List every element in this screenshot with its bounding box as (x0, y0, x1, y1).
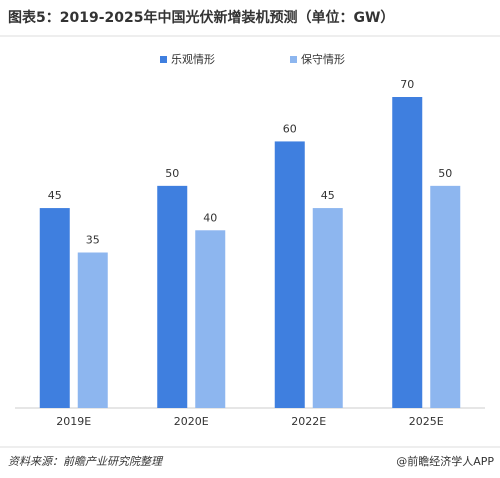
value-label: 50 (165, 167, 179, 180)
x-tick-label: 2022E (291, 415, 326, 428)
chart-title: 图表5：2019-2025年中国光伏新增装机预测（单位：GW） (8, 9, 394, 26)
x-tick-label: 2019E (56, 415, 91, 428)
value-label: 45 (48, 189, 62, 202)
legend-label: 保守情形 (301, 52, 345, 66)
legend-swatch (160, 56, 167, 63)
credit: @前瞻经济学人APP (396, 454, 494, 468)
bar (274, 141, 305, 408)
value-label: 70 (400, 78, 414, 91)
value-label: 50 (438, 167, 452, 180)
value-label: 45 (321, 189, 335, 202)
bar (157, 185, 188, 408)
bar (392, 97, 423, 408)
x-tick-label: 2025E (409, 415, 444, 428)
value-label: 35 (86, 234, 100, 247)
legend-swatch (290, 56, 297, 63)
x-tick-label: 2020E (174, 415, 209, 428)
bar (312, 208, 343, 408)
bar (430, 185, 461, 408)
value-label: 60 (283, 122, 297, 135)
bar (195, 230, 226, 408)
bar (39, 208, 70, 408)
legend-label: 乐观情形 (171, 53, 215, 66)
source-note: 资料来源：前瞻产业研究院整理 (8, 455, 164, 468)
value-label: 40 (203, 211, 217, 224)
bar (77, 252, 108, 408)
